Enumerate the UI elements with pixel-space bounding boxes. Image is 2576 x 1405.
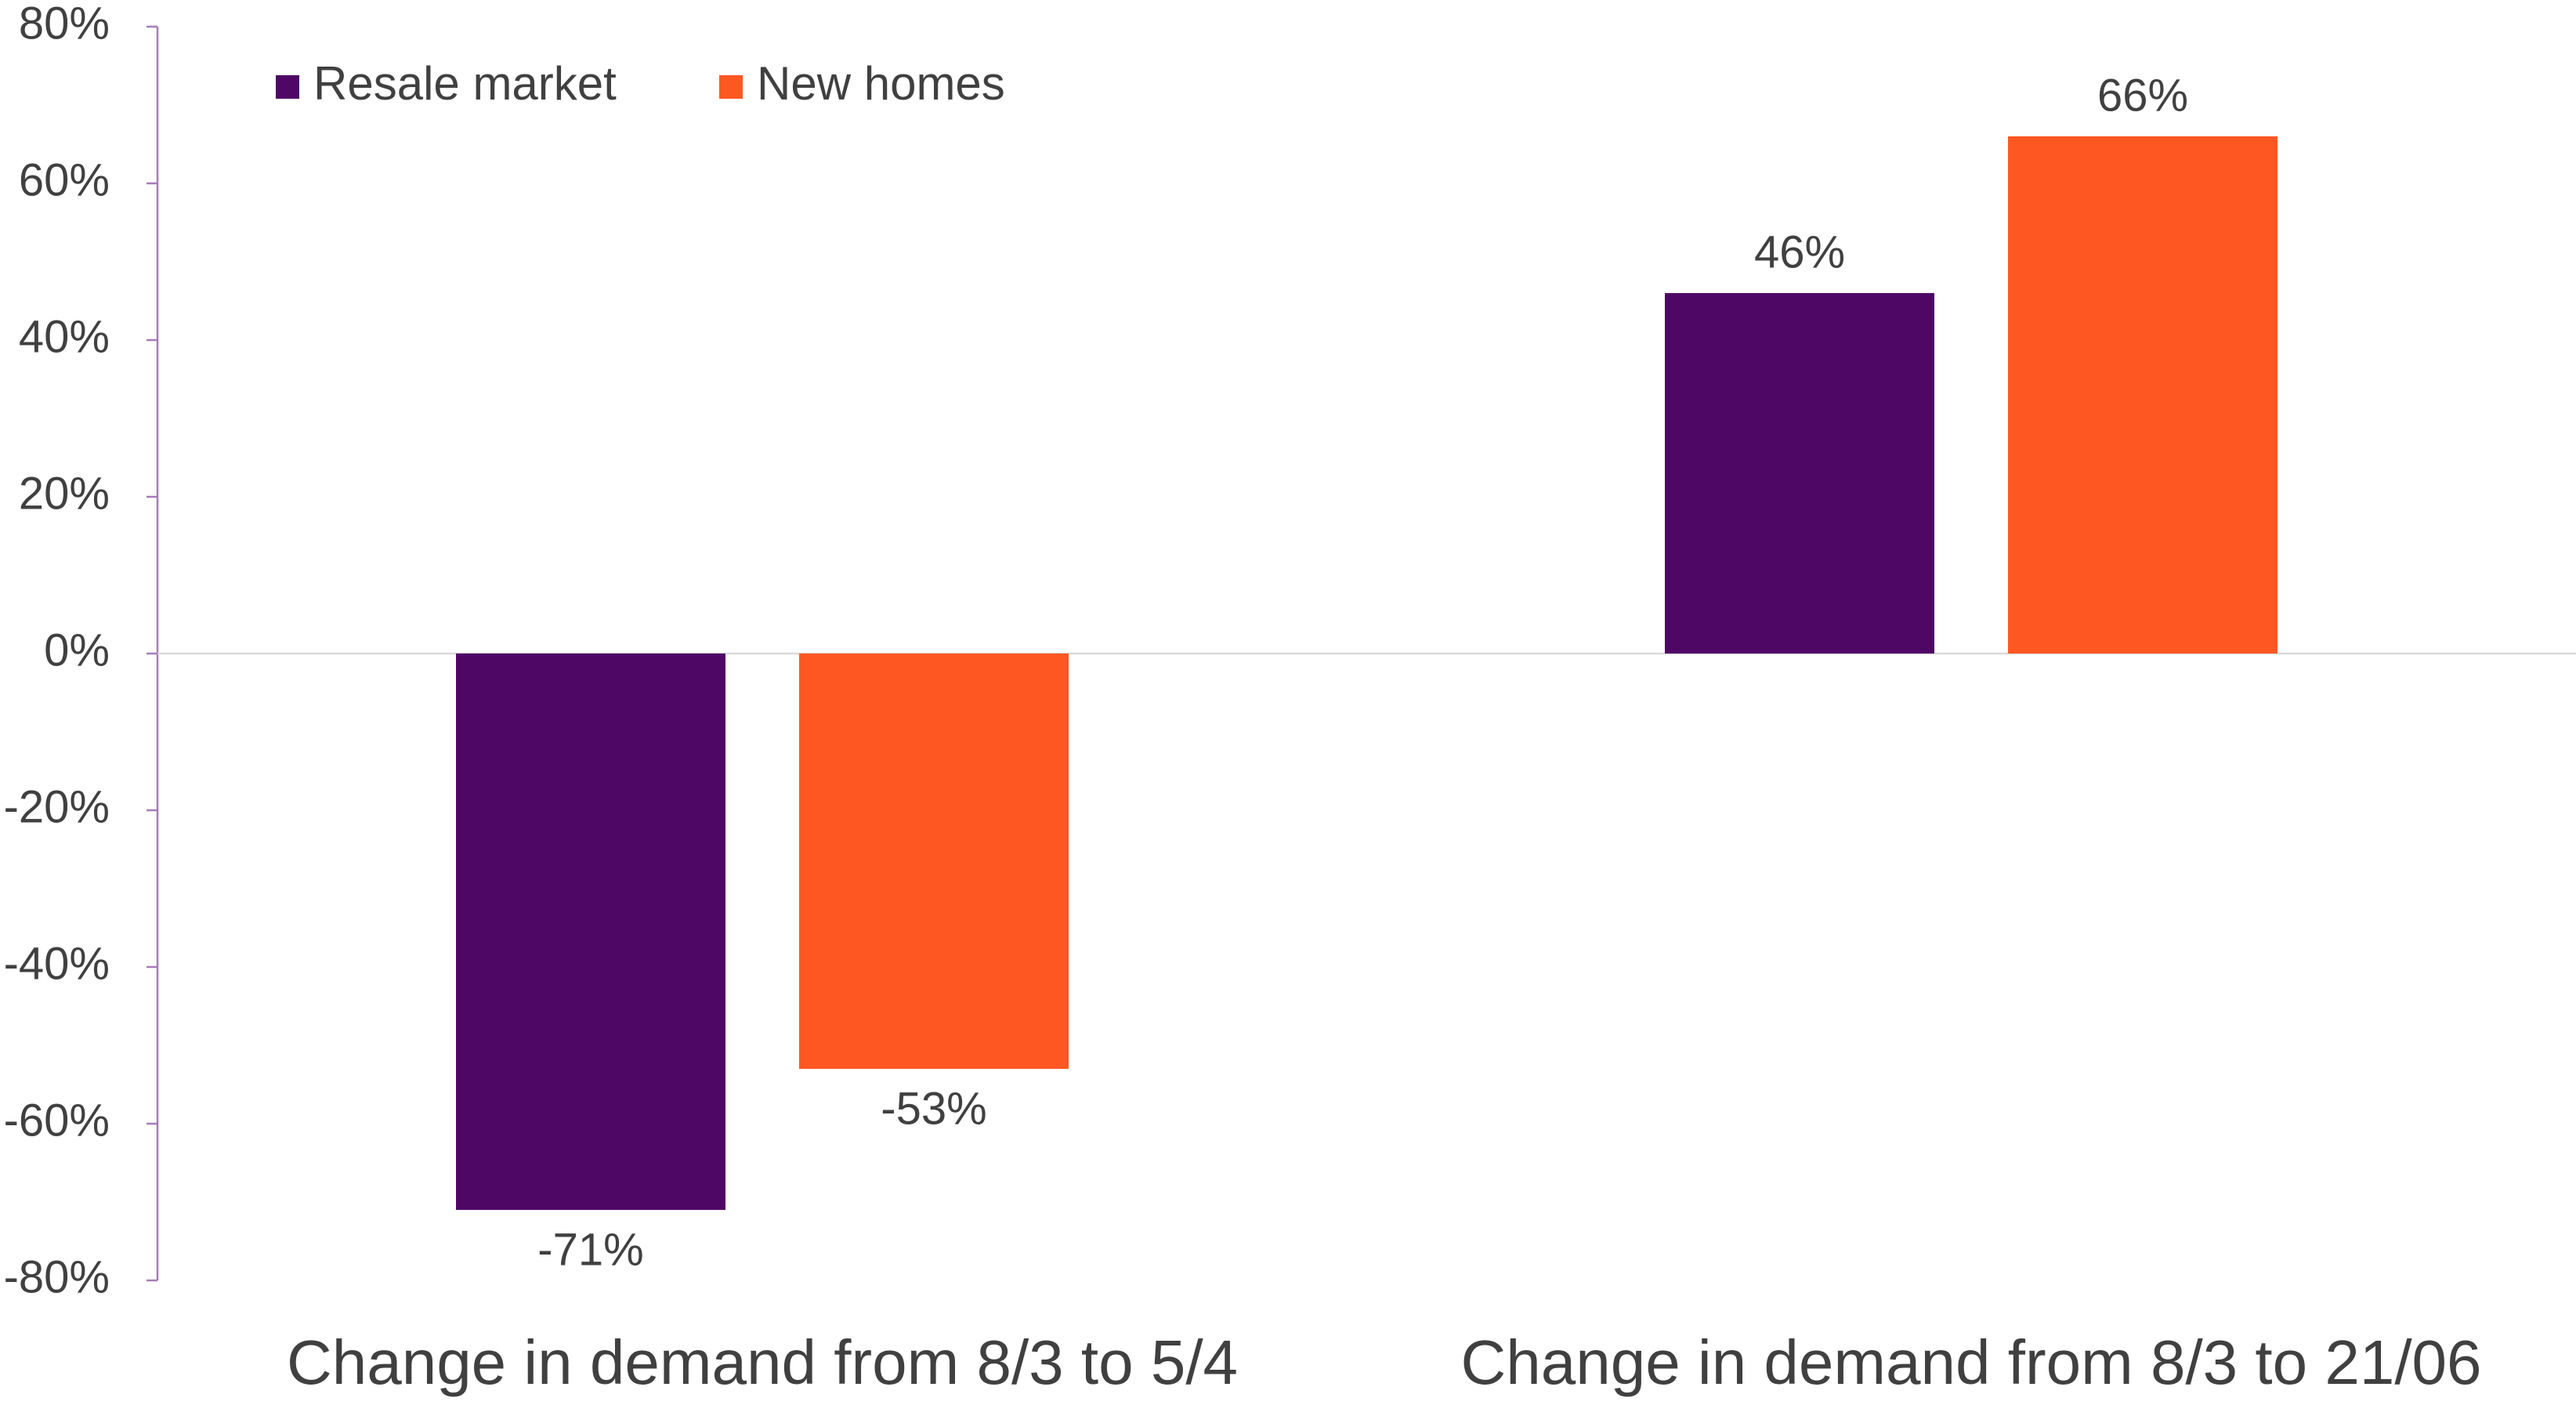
value-label: -71% (537, 1224, 643, 1275)
legend-swatch (276, 75, 299, 99)
y-tick-label: -80% (4, 1251, 110, 1302)
value-label: -53% (881, 1083, 986, 1134)
legend-label: New homes (757, 57, 1005, 110)
legend-label: Resale market (313, 57, 617, 110)
x-tick-label: Change in demand from 8/3 to 5/4 (287, 1327, 1238, 1397)
y-tick-label: -40% (4, 938, 110, 989)
bar (2008, 136, 2278, 654)
legend-swatch (719, 75, 743, 99)
bar (799, 654, 1069, 1069)
y-tick-label: -60% (4, 1095, 110, 1146)
y-tick-label: 40% (19, 311, 110, 362)
value-label: 46% (1754, 226, 1845, 277)
y-tick-label: -20% (4, 781, 110, 832)
y-tick-label: 20% (19, 468, 110, 519)
x-tick-label: Change in demand from 8/3 to 21/06 (1460, 1327, 2481, 1397)
bar (1665, 293, 1934, 654)
y-tick-label: 60% (19, 154, 110, 205)
bar (456, 654, 725, 1210)
y-tick-label: 0% (44, 625, 110, 675)
y-tick-label: 80% (19, 0, 110, 49)
value-label: 66% (2097, 70, 2188, 121)
